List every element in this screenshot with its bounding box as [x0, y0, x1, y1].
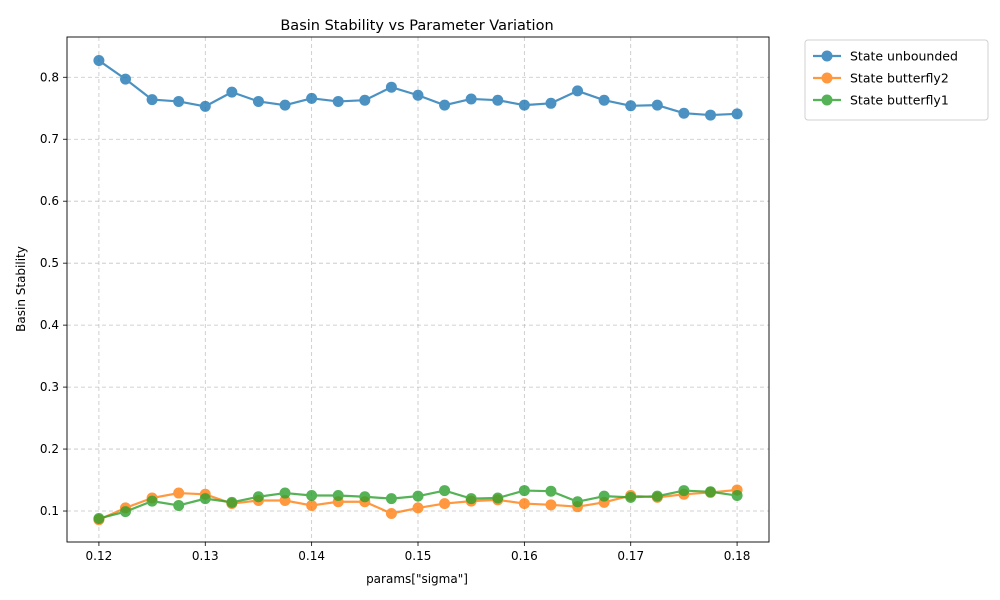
data-point: [359, 94, 371, 106]
data-point: [731, 490, 743, 502]
y-tick-label: 0.2: [40, 442, 59, 456]
data-point: [545, 97, 557, 109]
legend: State unbounded State butterfly2 State but…: [804, 39, 989, 121]
series-layer: [93, 55, 743, 526]
data-point: [439, 99, 451, 111]
data-point: [598, 94, 610, 106]
data-point: [705, 486, 716, 498]
data-point: [306, 92, 318, 104]
x-tick-label: 0.18: [724, 549, 751, 563]
data-point: [572, 496, 584, 508]
data-point: [226, 86, 238, 98]
x-axis: 0.12 0.13 0.14 0.15 0.16 0.17 0.18: [86, 542, 751, 563]
data-point: [598, 490, 610, 502]
y-tick-label: 0.7: [40, 132, 59, 146]
x-tick-label: 0.15: [405, 549, 432, 563]
data-point: [545, 485, 557, 497]
data-point: [545, 499, 557, 511]
legend-marker: [821, 94, 833, 106]
legend-label: State butterfly1: [850, 93, 949, 108]
y-axis: 0.1 0.2 0.3 0.4 0.5 0.6 0.7 0.8: [40, 70, 67, 518]
data-point: [412, 89, 424, 101]
data-point: [412, 502, 424, 514]
data-point: [199, 493, 211, 505]
data-point: [412, 490, 424, 502]
data-point: [306, 490, 318, 502]
data-point: [439, 485, 451, 497]
data-point: [518, 498, 530, 510]
y-tick-label: 0.1: [40, 504, 59, 518]
legend-marker: [821, 50, 833, 62]
data-point: [492, 94, 504, 106]
data-point: [146, 495, 158, 507]
legend-box: [804, 39, 989, 121]
series-0: [93, 55, 743, 121]
y-tick-label: 0.8: [40, 70, 59, 84]
data-point: [332, 95, 344, 107]
data-point: [572, 85, 584, 97]
data-point: [199, 100, 211, 112]
data-point: [93, 512, 105, 524]
y-axis-label: Basin Stability: [14, 246, 28, 332]
data-point: [651, 99, 663, 111]
x-tick-label: 0.17: [617, 549, 644, 563]
data-point: [385, 493, 397, 505]
data-point: [252, 95, 264, 107]
chart-title: Basin Stability vs Parameter Variation: [280, 18, 553, 34]
data-point: [93, 55, 105, 67]
data-point: [279, 487, 291, 499]
x-tick-label: 0.16: [511, 549, 538, 563]
legend-item: [813, 94, 841, 106]
x-axis-label: params["sigma"]: [366, 572, 468, 586]
data-point: [625, 100, 637, 112]
series-1: [93, 484, 743, 526]
data-point: [705, 109, 716, 121]
data-point: [120, 73, 131, 85]
data-point: [385, 507, 397, 519]
data-point: [359, 491, 371, 503]
data-point: [332, 490, 344, 502]
data-point: [651, 490, 663, 502]
x-tick-label: 0.13: [192, 549, 219, 563]
legend-item: [813, 72, 841, 84]
data-point: [226, 496, 238, 508]
legend-label: State butterfly2: [850, 71, 949, 86]
data-point: [120, 506, 131, 518]
data-point: [146, 94, 158, 106]
data-point: [518, 99, 530, 111]
data-point: [465, 493, 477, 505]
x-tick-label: 0.12: [86, 549, 113, 563]
data-point: [173, 499, 185, 511]
y-tick-label: 0.6: [40, 194, 59, 208]
y-tick-label: 0.4: [40, 318, 59, 332]
data-point: [279, 99, 291, 111]
x-tick-label: 0.14: [298, 549, 325, 563]
y-tick-label: 0.3: [40, 380, 59, 394]
data-point: [518, 485, 530, 497]
series-2: [93, 485, 743, 524]
data-point: [678, 485, 690, 497]
data-point: [306, 499, 318, 511]
legend-label: State unbounded: [850, 49, 958, 64]
data-point: [465, 93, 477, 105]
data-point: [625, 491, 637, 503]
data-point: [439, 498, 451, 510]
data-point: [252, 491, 264, 503]
data-point: [678, 107, 690, 119]
legend-marker: [821, 72, 833, 84]
data-point: [385, 81, 397, 93]
legend-item: [813, 50, 841, 62]
data-point: [173, 487, 185, 499]
grid: [67, 37, 769, 542]
data-point: [492, 492, 504, 504]
data-point: [173, 95, 185, 107]
data-point: [731, 108, 743, 120]
y-tick-label: 0.5: [40, 256, 59, 270]
